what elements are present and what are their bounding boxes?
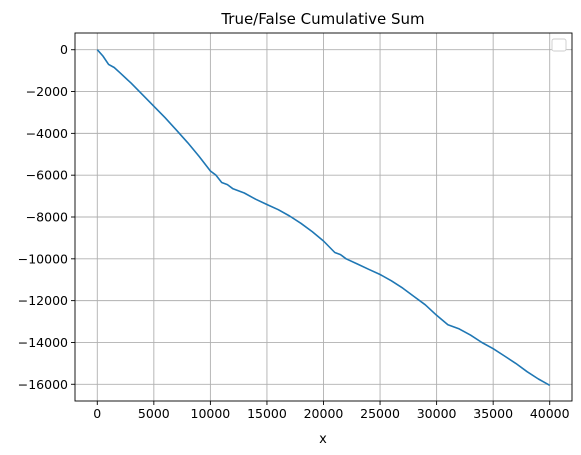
x-tick-label: 20000 (304, 406, 344, 421)
x-axis: 0 5000 10000 15000 20000 25000 30000 35000 40000 (93, 401, 570, 421)
y-tick-label: −6000 (26, 168, 68, 183)
x-tick-label: 10000 (191, 406, 231, 421)
y-tick-label: −12000 (18, 293, 68, 308)
x-tick-label: 5000 (138, 406, 170, 421)
y-tick-label: −4000 (26, 126, 68, 141)
x-tick-label: 40000 (530, 406, 570, 421)
x-tick-label: 15000 (247, 406, 287, 421)
x-tick-label: 0 (93, 406, 101, 421)
x-axis-label: x (319, 432, 327, 447)
chart-title: True/False Cumulative Sum (220, 10, 424, 28)
grid-horizontal (75, 49, 572, 385)
y-tick-label: −8000 (26, 210, 68, 225)
y-tick-label: −10000 (18, 251, 68, 266)
y-tick-label: −14000 (18, 335, 68, 350)
y-tick-label: 0 (60, 42, 68, 57)
x-tick-label: 30000 (417, 406, 457, 421)
series-line (96, 49, 551, 386)
y-axis: 0 −2000 −4000 −6000 −8000 −10000 −12000 −14000 −… (18, 42, 75, 392)
series-layer (96, 49, 551, 386)
x-tick-label: 25000 (360, 406, 400, 421)
y-tick-label: −2000 (26, 84, 68, 99)
legend-box (551, 38, 567, 52)
x-tick-label: 35000 (473, 406, 513, 421)
y-tick-label: −16000 (18, 377, 68, 392)
